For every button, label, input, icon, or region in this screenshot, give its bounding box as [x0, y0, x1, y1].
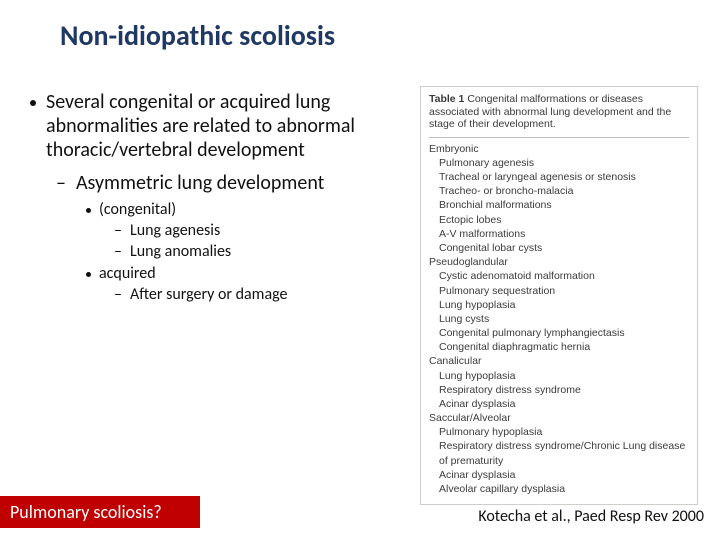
table-section-head: Embryonic [429, 142, 689, 156]
table-section-head: Pseudoglandular [429, 255, 689, 269]
slide-title: Non-idiopathic scoliosis [60, 18, 335, 53]
subbullet-asymmetric: – Asymmetric lung development [56, 172, 410, 194]
table-section-head: Saccular/Alveolar [429, 411, 689, 425]
list-item: – Lung agenesis [114, 221, 410, 240]
table-row: Congenital diaphragmatic hernia [439, 340, 689, 354]
list-item-text: After surgery or damage [130, 285, 288, 304]
table-row: Tracheal or laryngeal agenesis or stenos… [439, 170, 689, 184]
table-row: Acinar dysplasia [439, 468, 689, 482]
table-row: Tracheo- or broncho-malacia [439, 184, 689, 198]
list-item: – After surgery or damage [114, 285, 410, 304]
table-section-head: Canalicular [429, 354, 689, 368]
dash-icon: – [114, 242, 122, 261]
table-row: Pulmonary agenesis [439, 156, 689, 170]
bullet-main-text: Several congenital or acquired lung abno… [46, 90, 410, 162]
table-row: Congenital lobar cysts [439, 241, 689, 255]
bullet-dot-icon [86, 208, 91, 213]
table-row: Lung hypoplasia [439, 369, 689, 383]
table-row: Congenital pulmonary lymphangiectasis [439, 326, 689, 340]
table-row: Pulmonary hypoplasia [439, 425, 689, 439]
table-divider [429, 137, 689, 138]
subbullet-congenital-text: (congenital) [99, 200, 176, 219]
list-item-text: Lung agenesis [130, 221, 220, 240]
table-row: Pulmonary sequestration [439, 284, 689, 298]
bullet-dot-icon [86, 272, 91, 277]
list-item-text: Lung anomalies [130, 242, 231, 261]
subbullet-acquired-text: acquired [99, 264, 156, 283]
subbullet-asymmetric-text: Asymmetric lung development [76, 172, 324, 194]
table-row: Cystic adenomatoid malformation [439, 269, 689, 283]
bullet-dot-icon [30, 100, 36, 106]
table-row: Bronchial malformations [439, 198, 689, 212]
subbullet-congenital: (congenital) [86, 200, 410, 219]
citation-text: Kotecha et al., Paed Resp Rev 2000 [478, 507, 704, 526]
highlight-box-text: Pulmonary scoliosis? [10, 501, 162, 523]
subbullet-acquired: acquired [86, 264, 410, 283]
dash-icon: – [114, 221, 122, 240]
dash-icon: – [114, 285, 122, 304]
table-caption: Table 1 Congenital malformations or dise… [429, 93, 689, 131]
list-item: – Lung anomalies [114, 242, 410, 261]
table-row: Acinar dysplasia [439, 397, 689, 411]
table-caption-lead: Table 1 [429, 93, 464, 105]
left-column: Several congenital or acquired lung abno… [30, 90, 410, 304]
bullet-main: Several congenital or acquired lung abno… [30, 90, 410, 162]
table-row: Lung hypoplasia [439, 298, 689, 312]
highlight-box: Pulmonary scoliosis? [0, 496, 200, 528]
table-caption-rest: Congenital malformations or diseases ass… [429, 93, 671, 130]
table-row: Respiratory distress syndrome [439, 383, 689, 397]
dash-icon: – [56, 172, 66, 194]
table-row: Alveolar capillary dysplasia [439, 482, 689, 496]
table-row: Ectopic lobes [439, 213, 689, 227]
table-row: A-V malformations [439, 227, 689, 241]
table-body: EmbryonicPulmonary agenesisTracheal or l… [429, 142, 689, 496]
table-row: Lung cysts [439, 312, 689, 326]
table-row: Respiratory distress syndrome/Chronic Lu… [439, 439, 689, 467]
embedded-table: Table 1 Congenital malformations or dise… [420, 86, 698, 505]
